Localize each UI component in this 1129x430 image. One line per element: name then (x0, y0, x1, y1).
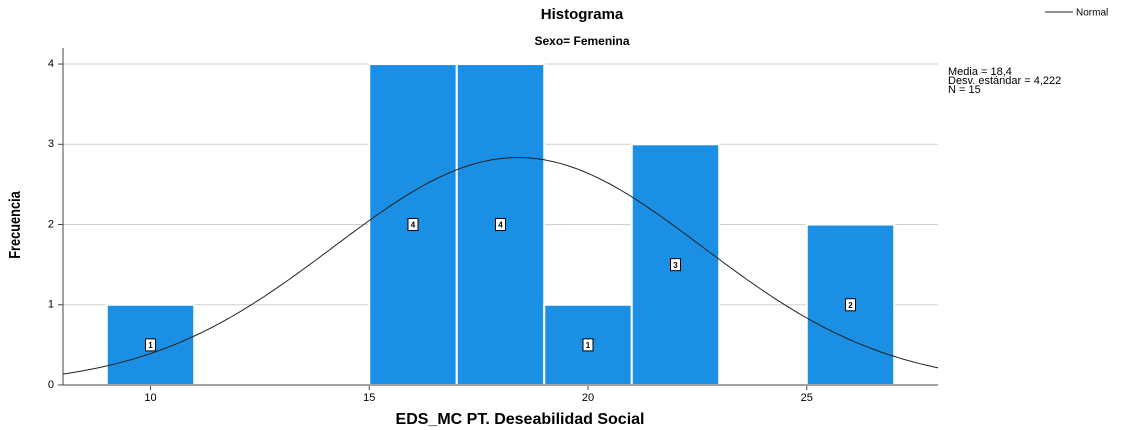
y-tick-label: 3 (48, 138, 54, 150)
legend-label: Normal (1076, 8, 1108, 19)
chart-subtitle: Sexo= Femenina (534, 34, 629, 48)
chart-title: Histograma (541, 6, 624, 23)
value-label: 4 (411, 221, 416, 230)
y-tick-label: 4 (48, 58, 54, 70)
value-label: 4 (498, 221, 503, 230)
x-tick-label: 20 (582, 392, 594, 404)
value-label-box (495, 218, 506, 232)
value-label-box (407, 218, 419, 232)
y-tick-label: 1 (48, 299, 54, 311)
stat-label: N = 15 (948, 84, 981, 96)
value-label-box (582, 338, 594, 352)
y-tick-label: 0 (48, 379, 54, 391)
value-label: 2 (848, 301, 853, 310)
stat-label: Desv. estándar = 4,222 (948, 75, 1061, 87)
value-label-box (845, 298, 856, 312)
value-label: 1 (586, 341, 591, 350)
value-label-box (670, 258, 681, 272)
value-label-box (145, 338, 156, 352)
x-tick-label: 25 (801, 392, 813, 404)
normal-curve (62, 156, 939, 375)
x-axis-label: EDS_MC PT. Deseabilidad Social (396, 411, 645, 428)
y-tick-label: 2 (48, 218, 54, 230)
stat-label: Media = 18,4 (948, 66, 1012, 78)
value-label: 1 (148, 341, 153, 350)
value-label: 3 (673, 261, 678, 270)
x-tick-label: 10 (144, 392, 156, 404)
x-tick-label: 15 (363, 392, 375, 404)
y-axis-label: Frecuencia (7, 190, 25, 258)
